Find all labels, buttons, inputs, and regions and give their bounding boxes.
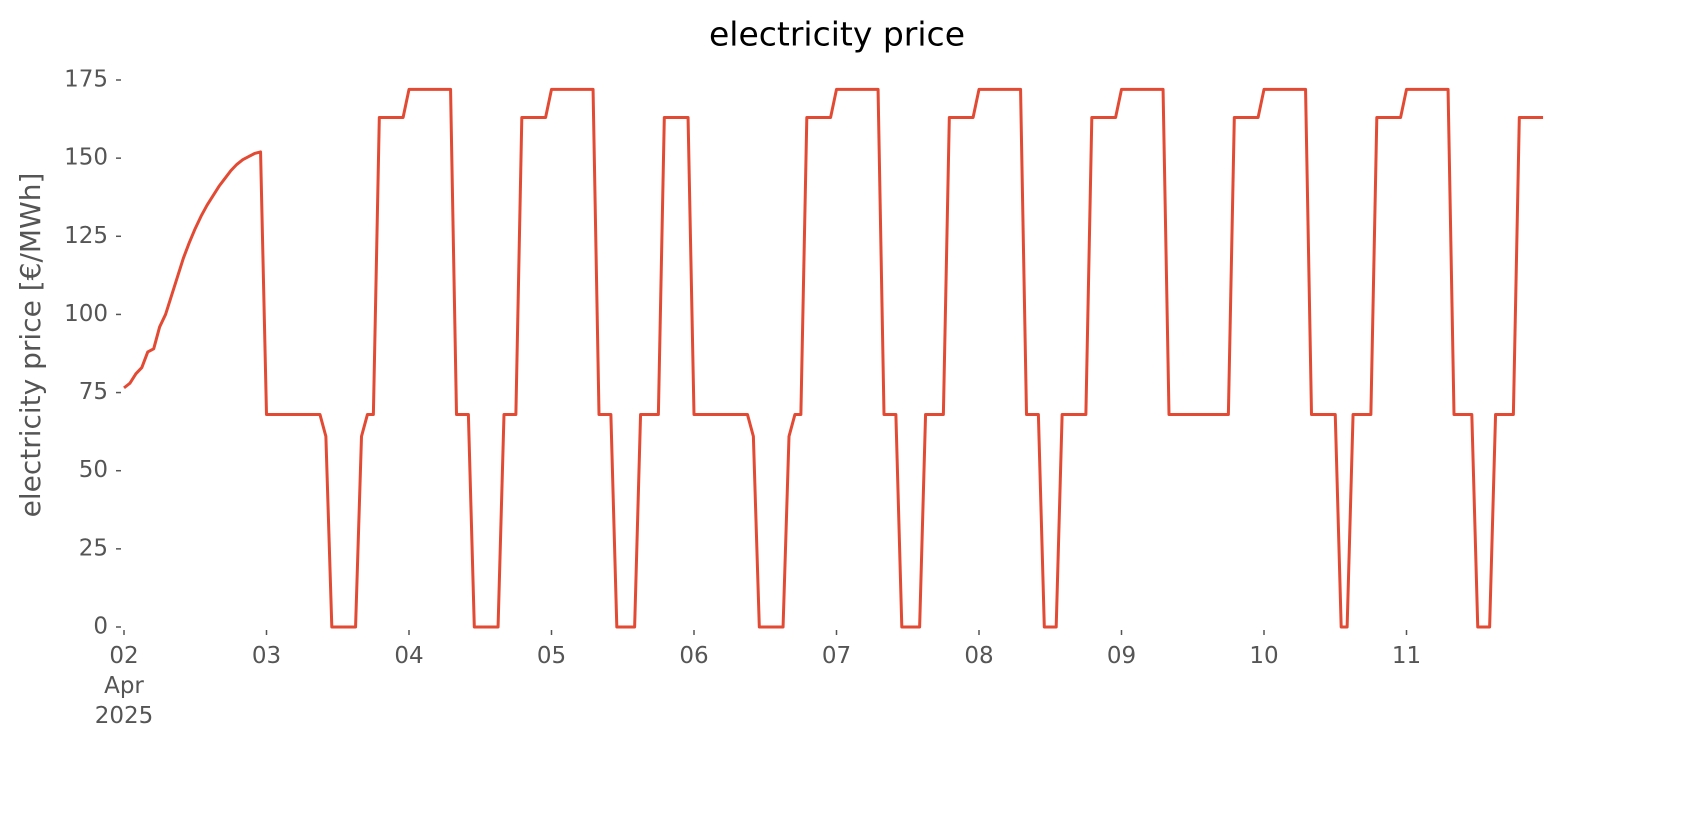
price-line: [123, 87, 1544, 629]
x-tick-label: 06: [679, 643, 708, 669]
x-tick-label: 03: [252, 643, 281, 669]
y-tick-label: 75: [79, 379, 108, 405]
y-tick-label: 50: [79, 457, 108, 483]
x-tick-label: 07: [822, 643, 851, 669]
y-tick-label: 25: [79, 535, 108, 561]
x-tick-label: 09: [1107, 643, 1136, 669]
y-axis-label: electricity price [€/MWh]: [14, 173, 47, 518]
x-tick-label: 08: [964, 643, 993, 669]
y-tick-label: 175: [64, 67, 108, 93]
x-tick-label: 05: [537, 643, 566, 669]
chart-title: electricity price: [709, 15, 965, 54]
y-tick-label: 150: [64, 145, 108, 171]
x-tick-label: 04: [394, 643, 423, 669]
y-tick-label: 0: [93, 614, 108, 640]
y-tick-label: 125: [64, 223, 108, 249]
x-tick-label: 02 Apr 2025: [95, 643, 154, 729]
x-tick-label: 11: [1392, 643, 1421, 669]
x-tick-label: 10: [1249, 643, 1278, 669]
y-tick-label: 100: [64, 301, 108, 327]
